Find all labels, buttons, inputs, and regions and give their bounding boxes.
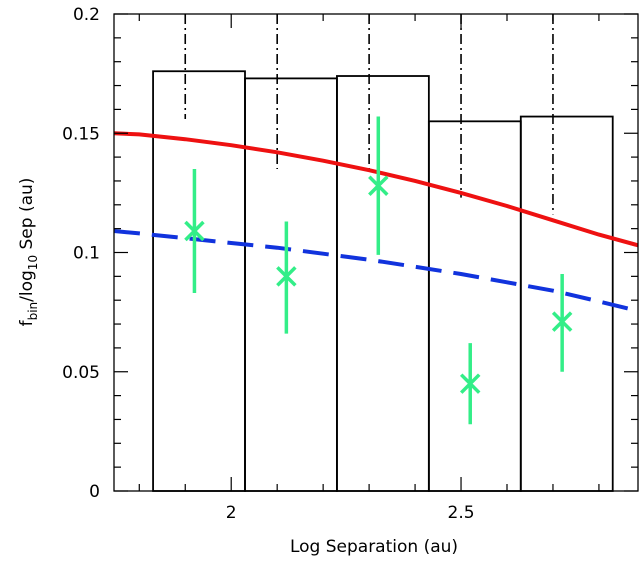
y-tick-label-0: 0 <box>89 482 100 502</box>
y-axis-title-bin-subscript: bin <box>26 302 40 321</box>
y-axis-title-log: /log <box>17 270 37 302</box>
histogram-bar-2 <box>336 75 430 492</box>
histogram-bar-4 <box>519 115 614 492</box>
x-tick-label-0: 2 <box>226 503 237 523</box>
data-point-0 <box>184 220 205 242</box>
data-point-4 <box>551 311 573 332</box>
histogram-bar-1 <box>244 77 338 492</box>
data-point-3 <box>459 373 481 394</box>
data-point-1 <box>276 266 297 287</box>
histogram-bar-3 <box>427 120 522 492</box>
y-tick-label-3: 0.15 <box>62 124 100 144</box>
y-axis-title-ten-subscript: 10 <box>26 255 40 270</box>
model-curve-solid <box>113 131 639 248</box>
y-axis-title-sep: Sep (au) <box>17 178 37 255</box>
data-point-2 <box>368 175 389 196</box>
x-tick-label-1: 2.5 <box>448 503 475 523</box>
plot-area <box>113 14 639 492</box>
axis-ticks: 2 2.5 0 0.05 0.1 0.15 0.2 <box>62 5 638 523</box>
y-tick-label-1: 0.05 <box>62 363 100 383</box>
plot-frame <box>113 13 639 492</box>
y-tick-label-4: 0.2 <box>73 5 100 25</box>
y-axis-title-f: f <box>17 319 37 326</box>
model-curve-dashed <box>113 229 639 313</box>
histogram-bar-0 <box>152 70 246 492</box>
y-tick-label-2: 0.1 <box>73 244 100 264</box>
y-axis-title: fbin/log10 Sep (au) <box>17 178 40 327</box>
x-axis-title: Log Separation (au) <box>290 537 458 557</box>
